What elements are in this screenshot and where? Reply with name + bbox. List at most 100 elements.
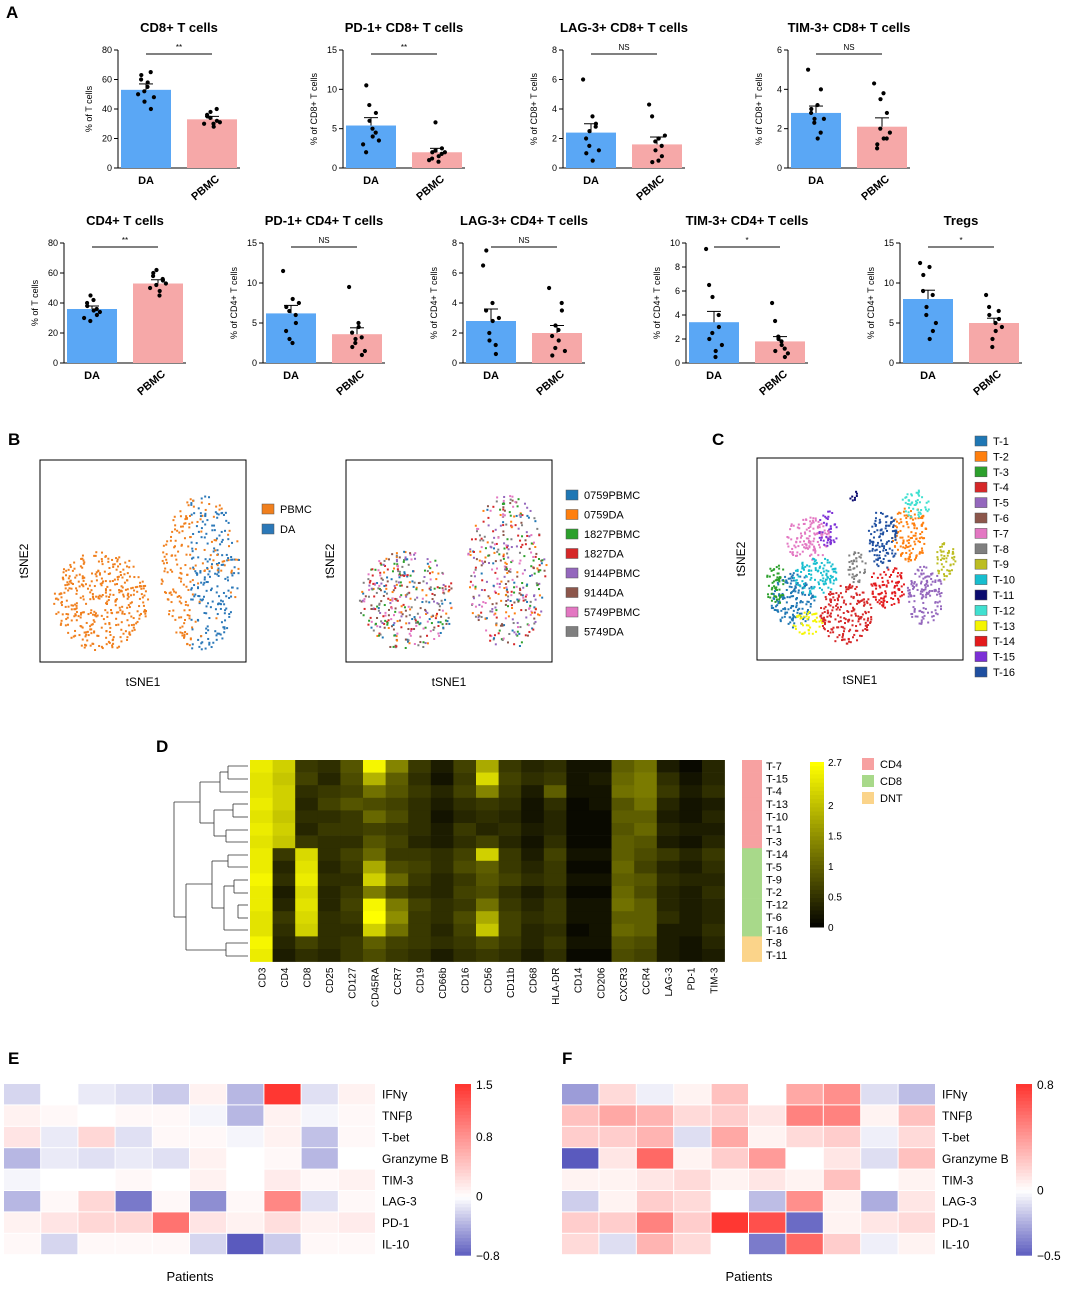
tsne-point <box>855 560 858 563</box>
tsne-point <box>378 632 381 635</box>
tsne-point <box>121 610 124 613</box>
heatmap-cell <box>656 848 680 862</box>
tsne-point <box>853 496 856 499</box>
data-point <box>875 146 880 151</box>
tsne-point <box>921 616 924 619</box>
tsne-point <box>883 545 886 548</box>
tsne-point <box>67 577 70 580</box>
tsne-point <box>907 514 910 517</box>
data-point <box>704 246 709 252</box>
tsne-point <box>426 634 429 637</box>
heatmap-cell <box>4 1148 41 1169</box>
tsne-point <box>910 580 913 583</box>
tsne-point <box>789 582 792 585</box>
colorbar-step <box>810 910 824 916</box>
tsne-point <box>378 602 381 605</box>
tsne-point <box>770 592 773 595</box>
colorbar-tick-label: 2.7 <box>828 758 842 769</box>
tsne-point <box>849 641 852 644</box>
tsne-point <box>896 575 899 578</box>
legend-swatch <box>974 543 988 555</box>
tsne-point <box>426 562 429 565</box>
tsne-point <box>510 594 513 597</box>
tsne-point <box>850 610 853 613</box>
heatmap-cell <box>227 1148 264 1169</box>
tsne-point <box>53 592 56 595</box>
tsne-point <box>853 575 856 578</box>
tsne-point <box>941 543 944 546</box>
tsne-point <box>881 512 884 515</box>
tsne-point <box>849 602 852 605</box>
tsne-point <box>408 642 411 645</box>
tsne-point <box>526 583 529 586</box>
tsne-point <box>93 610 96 613</box>
tsne-point <box>77 615 80 618</box>
tsne-point <box>795 604 798 607</box>
data-point <box>356 324 361 330</box>
tsne-point <box>825 524 828 527</box>
tsne-point <box>369 579 372 582</box>
tsne-point <box>406 558 409 561</box>
y-tick-label: 60 <box>48 268 58 278</box>
tsne-point <box>104 609 107 612</box>
heatmap-cell <box>250 936 273 950</box>
tsne-point <box>923 537 926 540</box>
data-point <box>364 150 369 155</box>
tsne-point <box>913 610 916 613</box>
heatmap-cell <box>543 848 567 862</box>
tsne-point <box>487 524 490 527</box>
colorbar-step <box>455 1210 471 1215</box>
tsne-point <box>822 582 825 585</box>
tsne-point <box>201 562 204 565</box>
tsne-point <box>236 540 239 543</box>
tsne-point <box>189 567 192 570</box>
tsne-point <box>484 556 487 559</box>
tsne-point <box>847 568 850 571</box>
tsne-point <box>839 620 842 623</box>
tsne-point <box>907 560 910 563</box>
data-point <box>490 318 495 324</box>
tsne-point <box>884 527 887 530</box>
tsne-point <box>786 596 789 599</box>
tsne-point <box>403 550 406 553</box>
tsne-point <box>380 577 383 580</box>
heatmap-cell <box>385 785 409 799</box>
tsne-point <box>824 557 827 560</box>
heatmap-cell <box>272 760 296 773</box>
tsne-point <box>160 578 163 581</box>
tsne-point <box>889 522 892 525</box>
tsne-point <box>144 612 147 615</box>
data-point <box>362 348 367 354</box>
heatmap-cell <box>317 810 341 824</box>
tsne-point <box>406 638 409 641</box>
tsne-point <box>863 568 866 571</box>
tsne-point <box>879 532 882 535</box>
colorbar-step <box>1016 1207 1032 1212</box>
colorbar-step <box>1016 1149 1032 1153</box>
tsne-point <box>478 603 481 606</box>
tsne-point <box>109 572 112 575</box>
heatmap-cell <box>385 760 409 773</box>
tsne-point <box>787 545 790 548</box>
tsne-point <box>855 574 858 577</box>
tsne-point <box>874 517 877 520</box>
tsne-point <box>408 581 411 584</box>
heatmap-cell <box>317 911 341 925</box>
panel-label-f: F <box>562 1049 572 1068</box>
y-tick-label: 10 <box>327 84 337 94</box>
heatmap-cell <box>317 949 341 962</box>
heatmap-cell <box>453 785 477 799</box>
tsne-point <box>188 522 191 525</box>
heatmap-cell <box>674 1084 711 1105</box>
tsne-point <box>469 580 472 583</box>
tsne-point <box>173 515 176 518</box>
tsne-point <box>207 637 210 640</box>
tsne-point <box>510 546 513 549</box>
heatmap-cell <box>317 835 341 849</box>
tsne-point <box>883 599 886 602</box>
tsne-point <box>774 587 777 590</box>
colorbar-step <box>455 1142 471 1147</box>
heatmap-row-label: TNFβ <box>942 1109 972 1123</box>
data-point <box>593 124 598 129</box>
